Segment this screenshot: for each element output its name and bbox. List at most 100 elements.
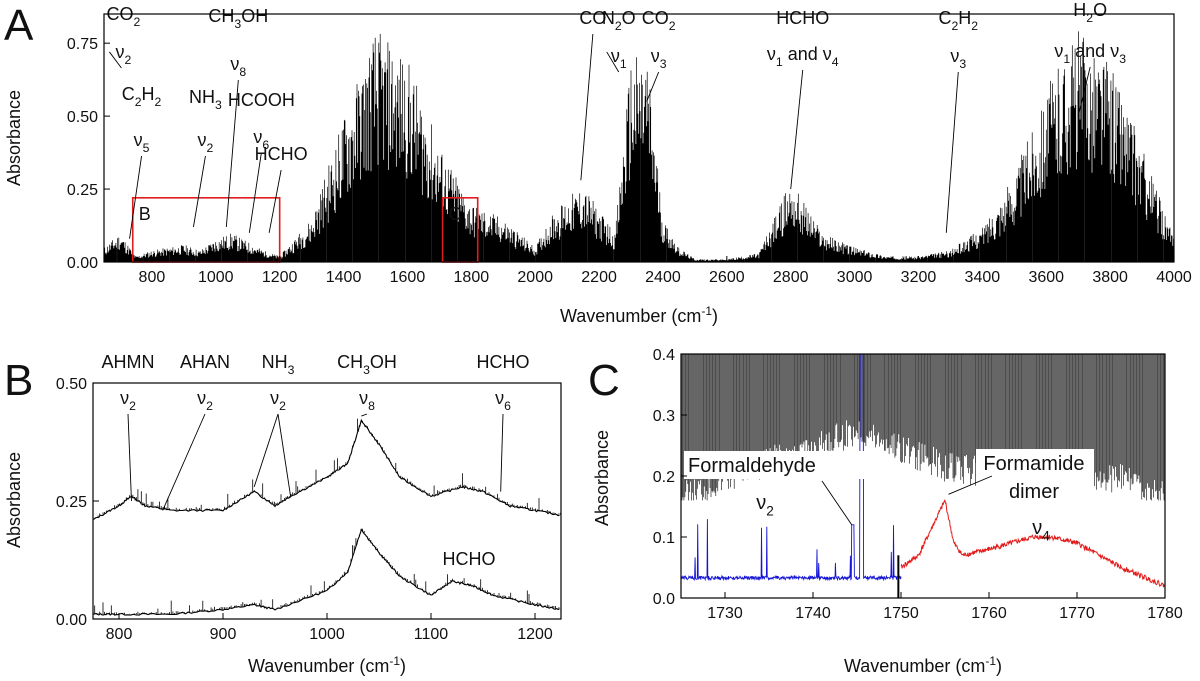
panel-a-annotation-label: CO2 — [107, 4, 141, 29]
panel-a-x-tick-label: 1400 — [326, 269, 362, 286]
panel-a-x-tick-label: 1600 — [390, 269, 426, 286]
panel-a-annotation-label: ν1 — [611, 46, 627, 71]
panel-a-x-tick-label: 800 — [139, 269, 166, 286]
panel-c-series-layer — [680, 353, 1166, 598]
panel-a-x-tick-label: 3200 — [901, 269, 937, 286]
panel-a-x-tick-label: 2800 — [773, 269, 809, 286]
panel-c-x-ticks: 1730 1740 1750 1760 1770 1780 — [707, 592, 1183, 622]
panel-b-x-tick-label: 1100 — [414, 626, 449, 643]
panel-c-y-tick-label: 0.1 — [653, 530, 675, 547]
panel-b-annotation-arrow — [162, 413, 206, 511]
panel-a-plot-frame — [103, 13, 1175, 263]
panel-b-y-tick-label: 0.50 — [56, 376, 87, 393]
panel-a-x-tick-label: 1800 — [454, 269, 490, 286]
panel-c-x-tick-label: 1780 — [1147, 605, 1183, 622]
panel-a-annotation-arrow — [646, 71, 660, 102]
panel-b-spectrum-trace-1 — [92, 418, 560, 520]
panel-a-zoom-box-label-b: B — [139, 204, 151, 224]
panel-a-annotation-label: ν8 — [230, 54, 246, 79]
panel-b-x-axis-label: Wavenumber (cm-1) — [248, 654, 406, 676]
panel-a-annotation-label: C2H2 — [122, 84, 162, 109]
panel-a-annotation-label: C2H2 — [938, 8, 978, 33]
panel-b-annotation-label: AHMN — [102, 352, 155, 372]
panel-b-plot-frame — [92, 382, 562, 620]
panel-b-annotation-label: AHAN — [180, 352, 230, 372]
panel-a-annotation-label: CO — [579, 8, 606, 28]
panel-b-annotation-label: ν8 — [359, 388, 375, 413]
panel-b-x-tick-label: 900 — [210, 626, 237, 643]
panel-b-annotation-arrow — [253, 413, 279, 487]
panel-b-annotation-label: CH3OH — [337, 352, 397, 377]
panel-b-x-ticks: 800 900 1000 1100 1200 — [106, 613, 553, 643]
panel-a-zoom-box-label-c: C — [449, 204, 462, 224]
panel-a-annotation-label: HCHO — [255, 144, 308, 164]
panel-b-x-tick-label: 800 — [106, 626, 133, 643]
panel-b-x-tick-label: 1000 — [309, 626, 345, 643]
panel-c-y-tick-label: 0.4 — [653, 347, 675, 364]
panel-a-annotation-arrow — [248, 152, 262, 233]
panel-a-annotation-label: NH3 — [189, 87, 222, 112]
panel-c-x-tick-label: 1770 — [1059, 605, 1095, 622]
panel-b-spectrum-spikes-1 — [92, 418, 561, 520]
panel-a-annotation-label: ν2 — [198, 130, 214, 155]
panel-a-annotation-label: ν3 — [950, 46, 966, 71]
panel-c-y-tick-label: 0.3 — [653, 408, 675, 425]
panel-a-annotation-arrow — [790, 69, 804, 190]
panel-a-annotations: CO2ν2C2H2ν5NH3ν2CH3OHν8HCOOHν6HCHOCON2Oν… — [107, 0, 1126, 239]
panel-a-annotation-label: ν1 and ν4 — [767, 44, 839, 69]
panel-a-annotation-arrow — [225, 79, 239, 228]
panel-b-annotation-label: ν2 — [120, 388, 136, 413]
panel-a-y-tick-label: 0.50 — [67, 109, 98, 126]
panel-b-annotation-label: HCHO — [443, 549, 496, 569]
panel-b-annotations: AHMN ν2 AHAN ν2 NH3 ν2 CH3OH ν8 HCHO ν6 HCHO — [102, 352, 530, 569]
panel-a-x-ticks: 800 1000 1200 1400 1600 1800 2000 2200 2400 2600 2… — [139, 256, 1192, 286]
panel-b-y-ticks: 0.00 0.25 0.50 — [56, 376, 99, 629]
panel-a-annotation-label: ν3 — [651, 46, 667, 71]
panel-c-x-tick-label: 1760 — [971, 605, 1007, 622]
panel-b-annotation-arrow — [361, 413, 368, 417]
panel-a-x-tick-label: 1000 — [198, 269, 234, 286]
panel-b-spectrum-spikes-2 — [92, 528, 561, 615]
panel-c-x-tick-label: 1750 — [883, 605, 919, 622]
panel-b-annotation-label: ν2 — [197, 388, 213, 413]
panel-b-annotation-label: ν2 — [270, 388, 286, 413]
panel-c-formamide-label-line2: dimer — [1009, 481, 1059, 503]
panel-c-x-axis-label: Wavenumber (cm-1) — [844, 654, 1002, 676]
panel-c-y-tick-label: 0.0 — [653, 591, 675, 608]
panel-a-x-tick-label: 2600 — [709, 269, 745, 286]
panel-b-annotation-label: ν6 — [495, 388, 511, 413]
panel-b-series-layer — [92, 418, 561, 616]
panel-a-annotation-label: ν5 — [134, 130, 150, 155]
panel-a-y-ticks: 0.00 0.25 0.50 0.75 — [67, 36, 110, 272]
panel-a-annotation-label: H2O — [1073, 0, 1107, 25]
panel-c-formamide-mode-label: ν4 — [1032, 517, 1050, 543]
panel-a-x-tick-label: 2000 — [517, 269, 553, 286]
panel-a-y-tick-label: 0.25 — [67, 182, 98, 199]
panel-a-annotation-arrow — [1077, 66, 1091, 117]
panel-a-x-axis-label: Wavenumber (cm-1) — [560, 304, 718, 326]
panel-c-annotations: Formaldehyde ν2 Formamide dimer ν4 — [684, 449, 1094, 543]
panel-c-formaldehyde-label-bg — [684, 451, 872, 479]
panel-b: AHMN ν2 AHAN ν2 NH3 ν2 CH3OH ν8 HCHO ν6 HCHO 800 90… — [4, 352, 562, 676]
panel-b-annotation-arrow — [277, 413, 292, 497]
panel-a-annotation-label: N2O — [602, 8, 636, 33]
panel-c-y-axis-label: Absorbance — [592, 430, 612, 526]
panel-c-x-tick-label: 1730 — [707, 605, 743, 622]
panel-a-annotation-label: ν2 — [116, 42, 132, 67]
panel-a-annotation-arrow — [580, 33, 594, 181]
panel-a-x-tick-label: 3400 — [965, 269, 1001, 286]
panel-b-x-tick-label: 1200 — [517, 626, 553, 643]
panel-a-x-tick-label: 2400 — [645, 269, 681, 286]
panel-a-x-tick-label: 3800 — [1092, 269, 1128, 286]
panel-c-formaldehyde-trace — [680, 353, 902, 582]
panel-a-annotation-arrow — [945, 71, 959, 233]
panel-b-y-tick-label: 0.25 — [56, 494, 87, 511]
panel-b-annotation-label: NH3 — [262, 352, 295, 377]
panel-c-formaldehyde-arrow — [821, 480, 853, 526]
panel-a-x-tick-label: 1200 — [262, 269, 298, 286]
panel-a-y-tick-label: 0.75 — [67, 36, 98, 53]
panel-c-formamide-label-bg — [976, 449, 1094, 507]
